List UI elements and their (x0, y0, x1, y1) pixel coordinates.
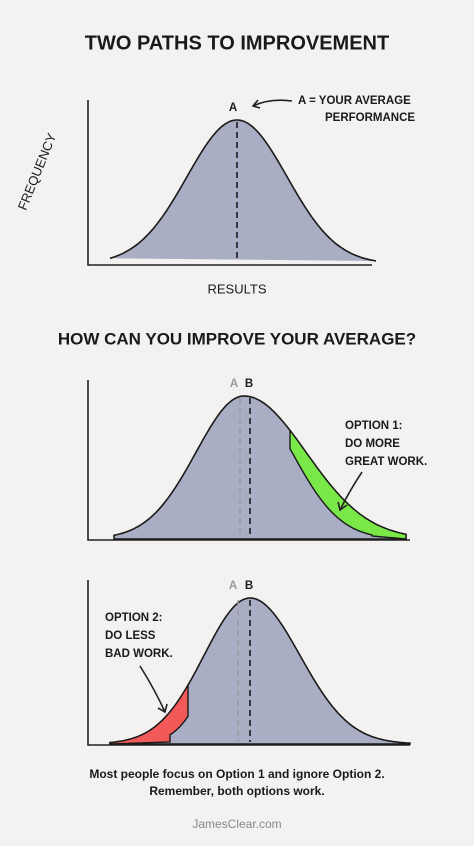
footer: Remember, both options work. (149, 784, 324, 798)
marker-old: A (230, 378, 238, 390)
option-text: GREAT WORK. (345, 456, 427, 468)
question: HOW CAN YOU IMPROVE YOUR AVERAGE? (58, 329, 416, 348)
marker-new: B (245, 378, 253, 390)
y-axis-label: FREQUENCY (15, 131, 60, 213)
axes (87, 380, 410, 541)
axes (87, 580, 410, 746)
annotation: PERFORMANCE (325, 112, 415, 124)
option-text: BAD WORK. (105, 648, 173, 660)
option-text: OPTION 2: (105, 612, 163, 624)
credit: JamesClear.com (192, 817, 281, 831)
option-text: DO LESS (105, 630, 156, 642)
title: TWO PATHS TO IMPROVEMENT (85, 32, 389, 54)
axes (87, 100, 372, 266)
arrow (337, 471, 363, 512)
option-2-area (109, 682, 189, 745)
marker-new: B (245, 580, 253, 592)
arrow (251, 99, 293, 109)
x-axis-label: RESULTS (208, 281, 267, 296)
marker-old: A (229, 580, 237, 592)
footer: Most people focus on Option 1 and ignore… (89, 767, 384, 781)
option-text: OPTION 1: (345, 420, 403, 432)
option-text: DO MORE (345, 438, 400, 450)
option-1-area (289, 428, 407, 540)
bell-curve (109, 119, 377, 262)
arrow (139, 665, 168, 714)
marker: A (229, 102, 237, 114)
annotation: A = YOUR AVERAGE (298, 95, 411, 107)
